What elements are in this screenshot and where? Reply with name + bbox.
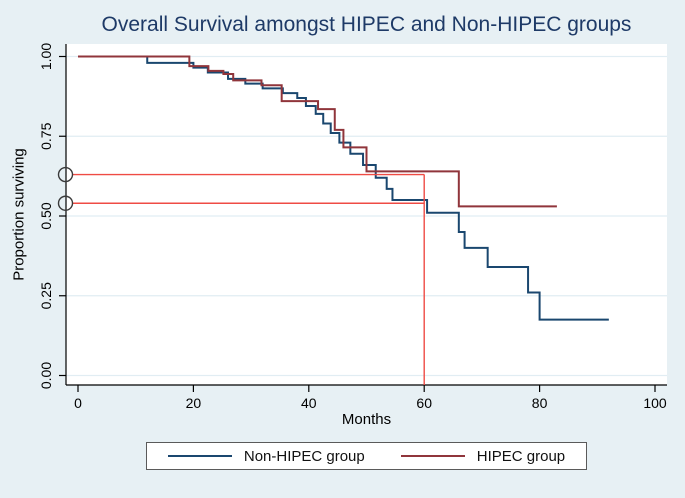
legend-item-non-hipec: Non-HIPEC group <box>167 447 365 465</box>
x-tick-label: 80 <box>532 395 548 411</box>
curve-non-hipec-group <box>78 55 609 321</box>
plot-area <box>66 44 667 385</box>
y-tick-label: 0.75 <box>38 122 54 149</box>
x-tick-label: 20 <box>186 395 202 411</box>
y-tick-label: 0.25 <box>38 282 54 309</box>
reference-circle-marker <box>57 166 74 183</box>
curve-hipec-group <box>78 55 557 208</box>
chart-title: Overall Survival amongst HIPEC and Non-H… <box>101 13 632 36</box>
legend: Non-HIPEC group HIPEC group <box>146 442 587 470</box>
x-axis-title: Months <box>342 411 391 428</box>
legend-line-sample <box>400 455 465 457</box>
y-tick-label: 1.00 <box>38 43 54 70</box>
reference-circle-marker <box>57 195 74 211</box>
legend-line-sample <box>167 455 232 457</box>
x-tick-label: 40 <box>301 395 317 411</box>
y-tick-label: 0.00 <box>38 362 54 389</box>
x-tick-label: 60 <box>416 395 432 411</box>
legend-label: Non-HIPEC group <box>243 447 365 465</box>
legend-label: HIPEC group <box>476 447 566 465</box>
legend-item-hipec: HIPEC group <box>400 447 566 465</box>
y-axis-title: Proportion surviving <box>11 148 28 281</box>
y-tick-label: 0.50 <box>38 202 54 229</box>
x-tick-label: 100 <box>643 395 667 411</box>
x-tick-label: 0 <box>74 395 82 411</box>
